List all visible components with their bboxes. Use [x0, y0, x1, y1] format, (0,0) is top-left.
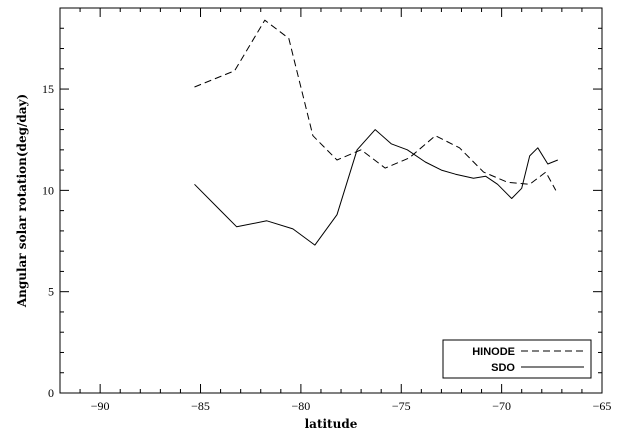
x-tick-label: −90: [91, 399, 110, 413]
x-tick-label: −65: [593, 399, 612, 413]
legend-label-sdo: SDO: [491, 362, 515, 374]
plot-lines: [194, 19, 558, 246]
y-axis-title: Angular solar rotation(deg/day): [15, 94, 29, 308]
x-tick-label: −70: [492, 399, 511, 413]
x-axis-ticks: −90 −85 −80 −75 −70 −65: [59, 8, 612, 413]
y-tick-label: 10: [42, 183, 54, 197]
x-tick-label: −75: [392, 399, 411, 413]
plot-frame: [59, 7, 603, 394]
legend-box: [442, 339, 592, 379]
series-line-hinode: [194, 19, 557, 191]
y-tick-label: 5: [48, 285, 54, 299]
legend: HINODE SDO: [442, 339, 592, 379]
x-tick-label: −80: [291, 399, 310, 413]
y-tick-label: 15: [42, 82, 54, 96]
y-tick-label: 0: [48, 386, 54, 400]
series-line-sdo: [194, 129, 558, 246]
x-axis-title: latitude: [305, 417, 358, 431]
y-axis-ticks: 0 5 10 15: [42, 7, 602, 400]
x-tick-label: −85: [191, 399, 210, 413]
legend-label-hinode: HINODE: [472, 346, 515, 358]
